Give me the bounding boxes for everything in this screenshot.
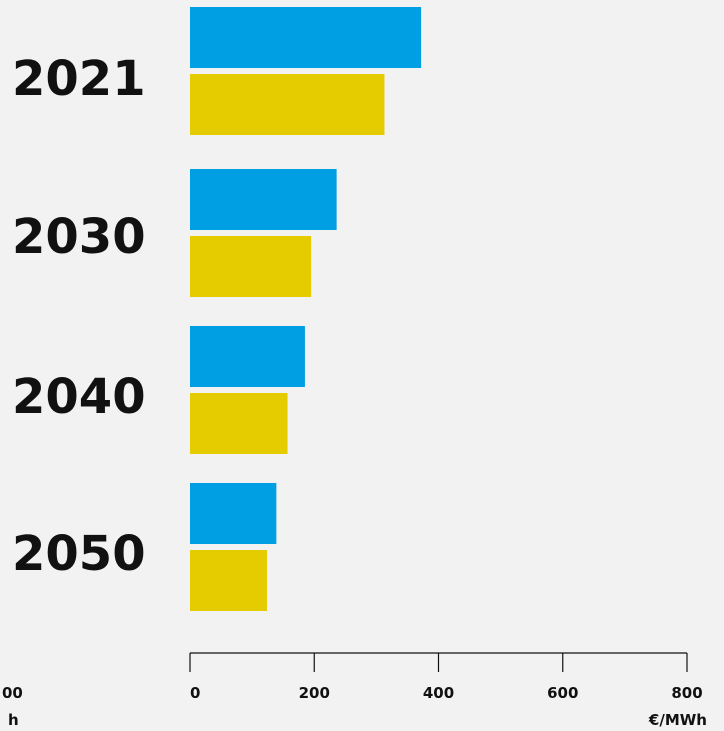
bar-2030-series-2 [190, 236, 311, 297]
clipped-unit-fragment: h [8, 711, 19, 729]
bar-2050-series-1 [190, 483, 276, 544]
x-tick-label-400: 400 [423, 684, 454, 702]
x-axis-unit-label: €/MWh [648, 711, 707, 729]
category-label-2021: 2021 [12, 51, 146, 107]
category-label-2040: 2040 [12, 369, 146, 425]
bar-2021-series-1 [190, 7, 421, 68]
bar-2040-series-1 [190, 326, 305, 387]
category-label-2050: 2050 [12, 526, 146, 582]
bar-2050-series-2 [190, 550, 267, 611]
bars-group [190, 7, 421, 611]
bar-2030-series-1 [190, 169, 337, 230]
clipped-tick-fragment: 00 [2, 684, 23, 702]
x-tick-label-200: 200 [299, 684, 330, 702]
x-tick-label-600: 600 [547, 684, 578, 702]
x-tick-label-800: 800 [671, 684, 702, 702]
x-axis-ticks: 0 200 400 600 800 [190, 653, 703, 702]
x-tick-label-0: 0 [190, 684, 200, 702]
category-label-2030: 2030 [12, 209, 146, 265]
bar-2040-series-2 [190, 393, 288, 454]
bar-2021-series-2 [190, 74, 384, 135]
